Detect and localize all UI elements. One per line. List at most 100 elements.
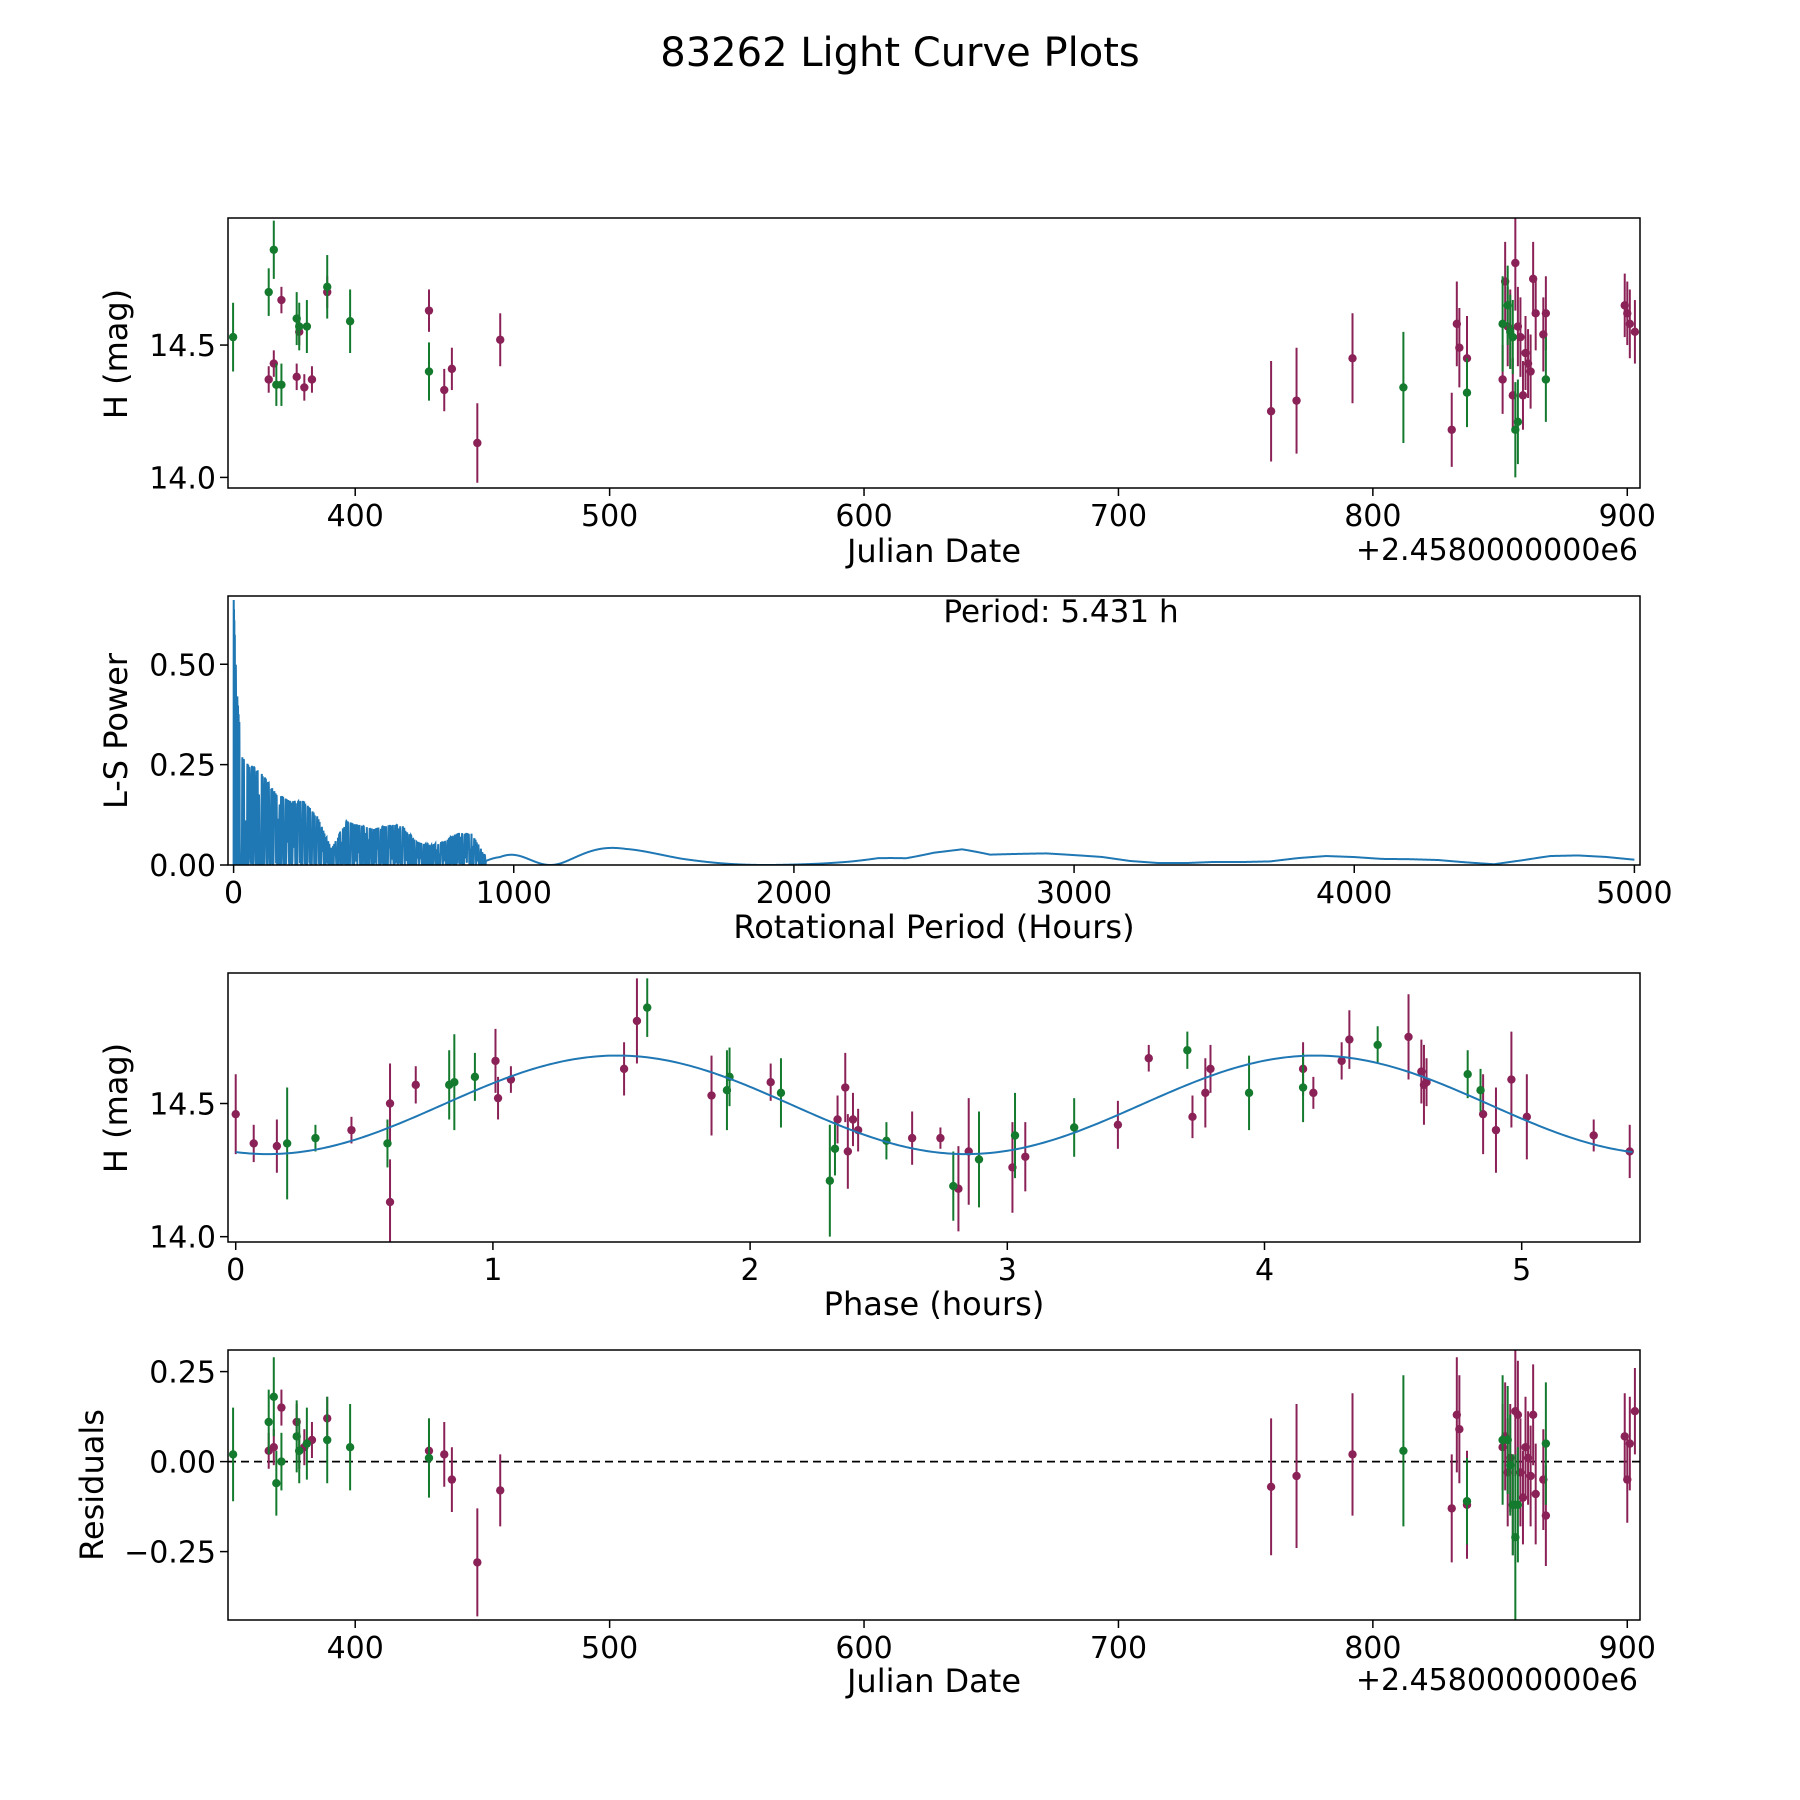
resid-purple-point <box>440 1450 449 1459</box>
phase-purple-point <box>1491 1125 1501 1135</box>
lc-purple-point <box>1292 396 1301 405</box>
phase-purple-point <box>347 1125 356 1135</box>
phase-green-point <box>974 1155 984 1164</box>
ls-axes-frame <box>227 595 1641 866</box>
ls-x-tick-label: 4000 <box>1316 876 1392 911</box>
phase-purple-point <box>766 1077 775 1087</box>
lc-x-tick-label: 500 <box>581 499 638 534</box>
phase-purple-point <box>1309 1088 1318 1098</box>
resid-purple-point <box>277 1403 286 1412</box>
phase-green-point <box>1010 1131 1020 1140</box>
phase-purple-point <box>848 1115 858 1124</box>
resid-purple-point <box>447 1475 457 1484</box>
ls-y-axis-label: L-S Power <box>97 652 135 809</box>
phase-x-tick-label: 2 <box>741 1253 760 1288</box>
phase-green-point <box>643 1003 652 1012</box>
ls-x-tick-label: 0 <box>224 876 243 911</box>
lc-purple-point <box>1526 367 1535 376</box>
lc-purple-point <box>292 372 301 382</box>
phase-y-tick-label: 14.0 <box>149 1221 216 1256</box>
lc-purple-point <box>264 375 273 384</box>
phase-purple-point <box>1113 1120 1123 1130</box>
lc-purple-point <box>473 438 482 448</box>
lc-green-point <box>424 367 434 376</box>
phase-purple-point <box>1478 1109 1488 1119</box>
lc-green-point <box>302 322 312 331</box>
residuals-panel: Julian Date +2.4580000000e6 Residuals 40… <box>73 1349 1656 1700</box>
phase-folded-panel: Phase (hours) H (mag) 0 1 2 3 4 5 14.0 14.5 <box>97 972 1641 1323</box>
resid-green-point <box>272 1479 281 1488</box>
lc-green-point <box>269 245 278 254</box>
lc-green-point <box>1513 417 1523 427</box>
resid-x-tick-label: 800 <box>1344 1631 1401 1666</box>
ls-x-tick-label: 1000 <box>476 876 552 911</box>
resid-green-point <box>1513 1500 1523 1510</box>
phase-x-tick-label: 1 <box>483 1253 502 1288</box>
phase-purple-point <box>1507 1075 1516 1084</box>
resid-y-tick-label: 0.00 <box>149 1446 216 1481</box>
lc-green-point <box>264 287 273 297</box>
phase-green-point <box>1069 1123 1079 1132</box>
phase-green-point <box>282 1139 292 1148</box>
resid-green-point <box>1462 1497 1472 1506</box>
phase-purple-point <box>493 1093 503 1103</box>
phase-purple-point <box>1201 1088 1210 1098</box>
phase-green-point <box>830 1144 840 1153</box>
ls-x-tick-label: 2000 <box>756 876 832 911</box>
lc-purple-point <box>1447 425 1456 434</box>
resid-x-tick-label: 400 <box>327 1631 384 1666</box>
phase-purple-point <box>385 1099 395 1108</box>
resid-plot-area <box>228 1350 1640 1620</box>
resid-green-point <box>269 1392 278 1402</box>
lc-green-point <box>295 322 304 331</box>
ls-power-line <box>232 599 1635 865</box>
phase-green-point <box>1463 1070 1472 1079</box>
resid-purple-point <box>473 1558 482 1567</box>
lc-x-tick-label: 800 <box>1344 499 1401 534</box>
lc-purple-point <box>440 385 449 395</box>
lc-y-tick-label: 14.0 <box>149 461 216 496</box>
resid-green-point <box>323 1435 332 1445</box>
resid-x-tick-label: 900 <box>1599 1631 1656 1666</box>
phase-purple-point <box>619 1064 629 1074</box>
lc-purple-point <box>496 335 505 344</box>
phase-purple-point <box>491 1056 500 1066</box>
lc-purple-point <box>1516 332 1525 342</box>
phase-green-point <box>311 1133 320 1143</box>
phase-green-point <box>1476 1085 1485 1095</box>
resid-purple-point <box>1455 1425 1464 1434</box>
resid-purple-point <box>1625 1439 1635 1448</box>
resid-purple-point <box>1531 1489 1540 1499</box>
phase-green-point <box>825 1176 835 1185</box>
resid-green-point <box>302 1439 312 1448</box>
phase-purple-point <box>907 1133 917 1143</box>
light-curve-panel: Julian Date +2.4580000000e6 H (mag) 400 5… <box>97 217 1656 570</box>
resid-x-axis-label: Julian Date <box>845 1662 1021 1700</box>
phase-green-point <box>949 1181 958 1191</box>
phase-green-point <box>450 1077 459 1087</box>
phase-x-tick-label: 0 <box>226 1253 245 1288</box>
phase-x-axis-label: Phase (hours) <box>824 1285 1045 1323</box>
phase-purple-point <box>1404 1032 1413 1042</box>
phase-purple-point <box>1337 1056 1346 1066</box>
lc-purple-point <box>1625 319 1635 329</box>
ls-x-tick-label: 5000 <box>1596 876 1672 911</box>
resid-purple-point <box>1266 1482 1276 1492</box>
resid-green-point <box>228 1450 238 1459</box>
phase-purple-point <box>843 1147 853 1156</box>
resid-purple-point <box>1526 1471 1535 1481</box>
lc-x-tick-label: 600 <box>835 499 892 534</box>
lc-green-point <box>1498 319 1507 329</box>
resid-green-point <box>295 1446 304 1456</box>
lc-purple-point <box>1518 391 1528 400</box>
lc-purple-point <box>1266 407 1276 416</box>
lc-x-offset-label: +2.4580000000e6 <box>1356 533 1638 568</box>
phase-x-tick-label: 3 <box>998 1253 1017 1288</box>
resid-green-point <box>264 1417 273 1427</box>
phase-purple-point <box>707 1091 716 1100</box>
phase-purple-point <box>1188 1112 1197 1122</box>
phase-purple-point <box>411 1080 420 1090</box>
phase-plot-area <box>231 978 1634 1242</box>
lc-axes-frame <box>227 217 1641 489</box>
phase-purple-point <box>1021 1152 1030 1161</box>
